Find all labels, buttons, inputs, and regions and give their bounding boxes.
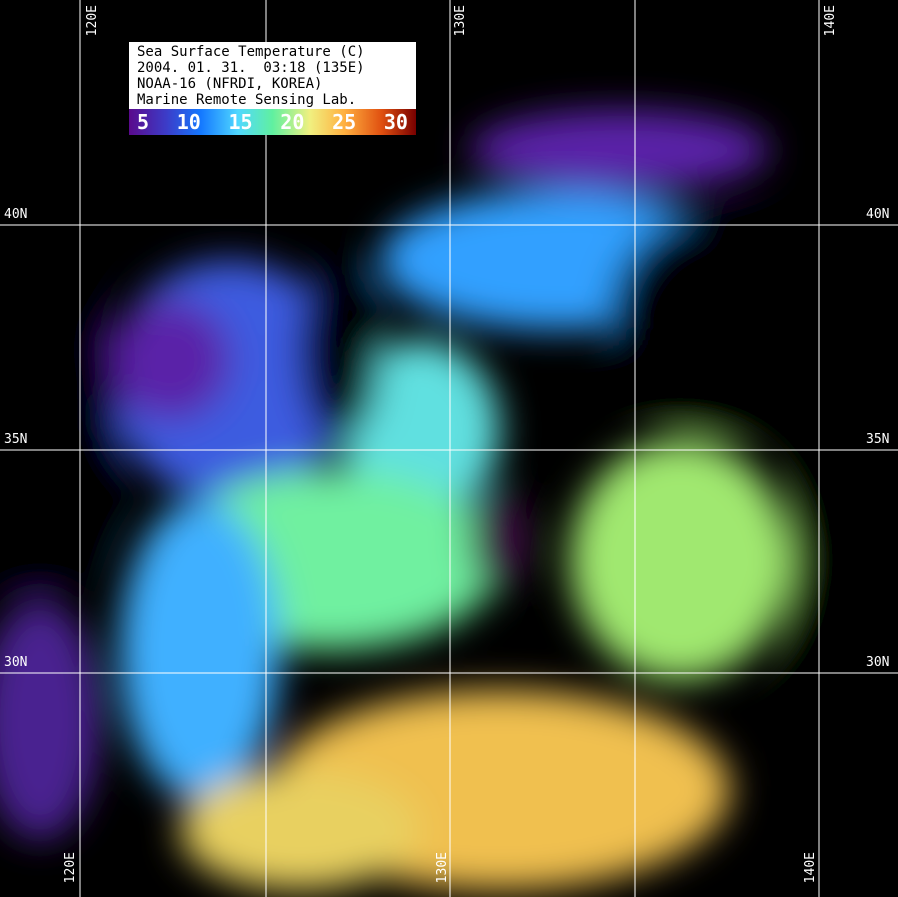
coastal-blue: [120, 500, 280, 800]
lon-label-120e-bottom: 120E: [63, 852, 78, 884]
legend-datetime: 2004. 01. 31. 03:18 (135E): [137, 60, 365, 76]
scale-tick: 30: [383, 110, 408, 134]
pacific-green: [570, 440, 790, 680]
lon-label-140e-top: 140E: [823, 5, 838, 37]
korea-land: [300, 260, 380, 440]
legend-title: Sea Surface Temperature (C): [137, 44, 365, 60]
legend-satellite: NOAA-16 (NFRDI, KOREA): [137, 76, 323, 92]
lat-label-30n-right: 30N: [866, 655, 890, 670]
china-land: [0, 250, 120, 590]
japan-land: [610, 210, 830, 430]
lon-label-130e-bottom: 130E: [435, 852, 450, 884]
lat-label-40n-left: 40N: [4, 207, 28, 222]
east-sea-purple: [470, 110, 770, 190]
legend-lab: Marine Remote Sensing Lab.: [137, 92, 357, 108]
china-coast-purple: [0, 600, 100, 840]
south-yellow: [180, 770, 420, 890]
legend-box: Sea Surface Temperature (C) 2004. 01. 31…: [129, 42, 416, 135]
lat-label-35n-right: 35N: [866, 432, 890, 447]
lat-label-40n-right: 40N: [866, 207, 890, 222]
scale-tick: 20: [280, 110, 305, 134]
lat-label-30n-left: 30N: [4, 655, 28, 670]
lon-label-120e-top: 120E: [85, 5, 100, 37]
east-black: [790, 310, 898, 890]
kyushu-land: [470, 490, 530, 590]
scale-tick: 15: [228, 110, 253, 134]
color-scale-bar: 5 10 15 20 25 30: [129, 109, 416, 135]
lon-label-140e-bottom: 140E: [803, 852, 818, 884]
scale-tick: 5: [137, 110, 150, 134]
lon-label-130e-top: 130E: [453, 5, 468, 37]
scale-tick: 10: [176, 110, 201, 134]
lat-label-35n-left: 35N: [4, 432, 28, 447]
scale-tick: 25: [332, 110, 357, 134]
yellow-sea-purple: [110, 300, 230, 420]
